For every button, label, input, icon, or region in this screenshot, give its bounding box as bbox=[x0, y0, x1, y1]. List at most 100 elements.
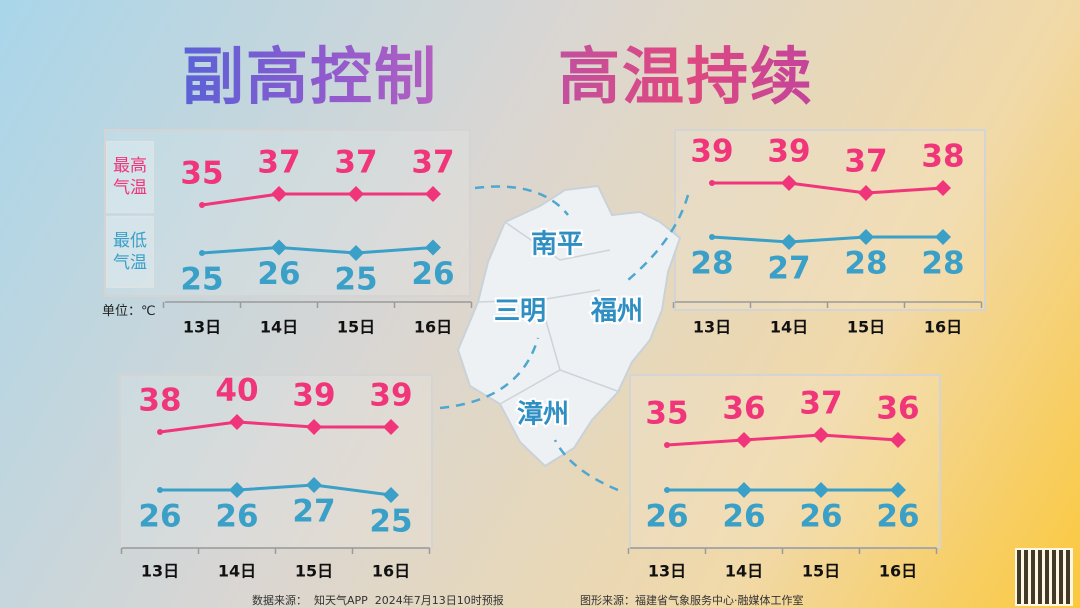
point bbox=[229, 414, 245, 430]
point bbox=[348, 245, 364, 261]
value-label: 28 bbox=[844, 246, 887, 282]
value-label: 25 bbox=[180, 262, 223, 298]
point bbox=[383, 419, 399, 435]
x-tick-label: 15日 bbox=[337, 318, 375, 337]
title-left: 副高控制 bbox=[182, 26, 438, 116]
point bbox=[709, 234, 715, 240]
point bbox=[306, 419, 322, 435]
value-label: 37 bbox=[844, 144, 887, 180]
value-label: 25 bbox=[334, 262, 377, 298]
value-label: 37 bbox=[799, 386, 842, 422]
value-label: 26 bbox=[876, 499, 919, 535]
graphic-source: 图形来源：福建省气象服务中心·融媒体工作室 bbox=[580, 594, 804, 607]
temp-line bbox=[160, 483, 392, 497]
title-right: 高温持续 bbox=[558, 26, 814, 116]
value-label: 37 bbox=[257, 145, 300, 181]
x-tick-label: 13日 bbox=[183, 318, 221, 337]
data-source: 数据来源： 知天气APP 2024年7月13日10时预报 bbox=[252, 594, 504, 607]
x-tick-label: 16日 bbox=[879, 562, 917, 581]
x-tick-label: 14日 bbox=[725, 562, 763, 581]
connector-arrows bbox=[439, 185, 690, 492]
x-tick-label: 13日 bbox=[141, 562, 179, 581]
value-label: 38 bbox=[138, 383, 181, 419]
city-label: 南平 bbox=[531, 230, 583, 260]
point bbox=[229, 482, 245, 498]
point bbox=[306, 477, 322, 493]
point bbox=[664, 487, 670, 493]
value-label: 35 bbox=[645, 396, 688, 432]
value-label: 25 bbox=[369, 504, 412, 540]
value-label: 27 bbox=[767, 251, 810, 287]
value-label: 28 bbox=[690, 246, 733, 282]
point bbox=[199, 250, 205, 256]
panel-frame bbox=[674, 129, 986, 311]
x-tick-label: 16日 bbox=[414, 318, 452, 337]
qr-code bbox=[1015, 548, 1073, 606]
value-label: 39 bbox=[292, 378, 335, 414]
panel-frame bbox=[629, 374, 941, 549]
value-label: 26 bbox=[645, 499, 688, 535]
value-label: 39 bbox=[690, 134, 733, 170]
x-tick-label: 15日 bbox=[802, 562, 840, 581]
point bbox=[271, 239, 287, 256]
x-tick-label: 16日 bbox=[372, 562, 410, 581]
point bbox=[664, 442, 670, 448]
value-label: 26 bbox=[722, 499, 765, 535]
value-label: 27 bbox=[292, 494, 335, 530]
legend-low: 最低气温 bbox=[106, 216, 154, 288]
x-tick-label: 14日 bbox=[770, 318, 808, 337]
value-label: 39 bbox=[767, 134, 810, 170]
point bbox=[199, 202, 205, 208]
point bbox=[890, 432, 906, 448]
point bbox=[383, 487, 399, 503]
unit-label: 单位：℃ bbox=[102, 304, 156, 319]
point bbox=[813, 482, 829, 498]
point bbox=[736, 482, 752, 498]
point bbox=[425, 186, 441, 202]
point bbox=[781, 234, 797, 250]
map-borders bbox=[477, 221, 621, 405]
city-label: 福州 bbox=[590, 297, 643, 327]
x-tick-label: 15日 bbox=[295, 562, 333, 581]
point bbox=[348, 186, 364, 202]
temp-line bbox=[159, 420, 391, 434]
point bbox=[709, 180, 715, 186]
x-tick-label: 14日 bbox=[218, 562, 256, 581]
value-label: 26 bbox=[799, 499, 842, 535]
point bbox=[935, 229, 951, 245]
point bbox=[813, 427, 829, 443]
temp-line bbox=[666, 433, 899, 447]
value-label: 39 bbox=[369, 378, 412, 414]
temp-line bbox=[711, 235, 943, 244]
x-tick-label: 15日 bbox=[847, 318, 885, 337]
value-label: 36 bbox=[722, 391, 765, 427]
value-label: 26 bbox=[215, 499, 258, 535]
x-tick-label: 13日 bbox=[693, 318, 731, 337]
point bbox=[935, 180, 951, 196]
value-label: 36 bbox=[876, 391, 919, 427]
point bbox=[736, 432, 752, 448]
point bbox=[858, 185, 874, 201]
point bbox=[157, 487, 163, 493]
temp-line bbox=[712, 181, 944, 195]
point bbox=[890, 482, 906, 498]
panel-frame bbox=[104, 129, 471, 297]
value-label: 26 bbox=[257, 256, 300, 292]
value-label: 37 bbox=[411, 145, 454, 181]
x-tick-label: 13日 bbox=[648, 562, 686, 581]
point bbox=[157, 429, 163, 435]
point bbox=[271, 186, 287, 202]
value-label: 38 bbox=[921, 139, 964, 175]
legend-high: 最高气温 bbox=[106, 141, 154, 213]
point bbox=[858, 229, 874, 245]
value-label: 35 bbox=[180, 156, 223, 192]
panel-frame bbox=[119, 374, 433, 549]
x-tick-label: 14日 bbox=[260, 318, 298, 337]
value-label: 40 bbox=[215, 373, 258, 409]
temp-line bbox=[201, 245, 434, 255]
point bbox=[425, 239, 441, 256]
x-tick-label: 16日 bbox=[924, 318, 962, 337]
temp-line bbox=[201, 192, 433, 207]
